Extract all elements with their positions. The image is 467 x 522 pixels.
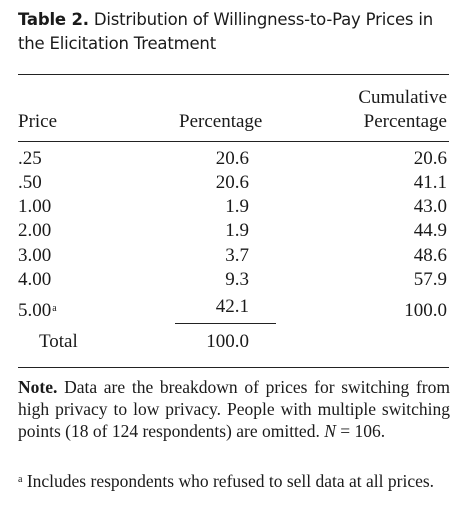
table-caption: Distribution of Willingness-to-Pay Price… — [18, 10, 433, 53]
row-price-value: 5.00 — [18, 300, 52, 321]
row-percentage: 1.9 — [225, 196, 249, 217]
footnote-text: Includes respondents who refused to sell… — [26, 471, 435, 491]
total-rule — [175, 323, 276, 324]
row-price: .25 — [18, 148, 42, 170]
row-percentage: 1.9 — [225, 220, 249, 241]
row-price-value: 2.00 — [18, 220, 52, 241]
total-label: Total — [39, 331, 78, 352]
total-percentage: 100.0 — [206, 331, 249, 352]
table-title: Table 2. Distribution of Willingness-to-… — [18, 8, 458, 56]
row-price: 4.00 — [18, 269, 51, 291]
row-cumulative: 43.0 — [413, 196, 447, 217]
table-footnote: a Includes respondents who refused to se… — [18, 470, 450, 492]
row-cumulative: 57.9 — [413, 269, 447, 290]
header-rule — [18, 141, 449, 142]
row-price: 3.00 — [18, 245, 51, 267]
row-price: .50 — [18, 172, 42, 194]
header-cumulative-line1: Cumulative — [358, 87, 447, 108]
row-percentage: 9.3 — [225, 269, 249, 290]
note-n-symbol: N — [324, 421, 336, 441]
top-rule — [18, 74, 449, 75]
row-percentage: 42.1 — [215, 296, 249, 317]
table-note: Note. Data are the breakdown of prices f… — [18, 376, 450, 442]
row-footnote-marker: a — [52, 303, 57, 314]
note-text: Data are the breakdown of prices for swi… — [18, 377, 450, 441]
table-label: Table 2. — [18, 10, 89, 29]
row-cumulative: 100.0 — [404, 300, 447, 321]
row-price: 5.00a — [18, 300, 57, 322]
row-cumulative: 41.1 — [413, 172, 447, 193]
bottom-rule — [18, 367, 449, 368]
row-price-value: .25 — [18, 148, 42, 169]
row-cumulative: 44.9 — [413, 220, 447, 241]
row-price: 2.00 — [18, 220, 51, 242]
row-cumulative: 48.6 — [413, 245, 447, 266]
row-percentage: 20.6 — [215, 172, 249, 193]
note-n-value: = 106. — [340, 421, 386, 441]
row-price-value: .50 — [18, 172, 42, 193]
row-price-value: 3.00 — [18, 245, 52, 266]
row-price-value: 1.00 — [18, 196, 52, 217]
row-price-value: 4.00 — [18, 269, 52, 290]
row-percentage: 3.7 — [225, 245, 249, 266]
row-percentage: 20.6 — [215, 148, 249, 169]
footnote-marker: a — [18, 474, 23, 485]
row-cumulative: 20.6 — [413, 148, 447, 169]
row-price: 1.00 — [18, 196, 51, 218]
header-cumulative-line2: Percentage — [363, 111, 447, 132]
header-percentage: Percentage — [179, 111, 263, 132]
header-price: Price — [18, 111, 58, 132]
note-label: Note. — [18, 377, 58, 397]
